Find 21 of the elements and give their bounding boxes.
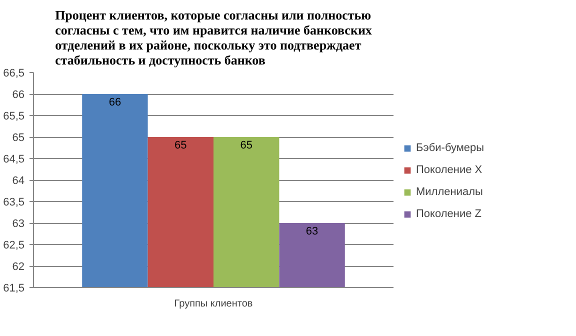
y-tick-label: 63,5 [3,196,25,208]
y-tick-label: 62,5 [3,240,25,252]
chart-title: Процент клиентов, которые согласны или полностью согласны с тем, что им нравится наличие банковских отделений в их районе, поскольку это подтверждает стабильность и доступность банков [55,8,372,68]
data-label: 66 [108,96,122,109]
legend-label: Поколение X [416,164,482,176]
data-label: 65 [174,140,187,152]
y-tick-label: 65 [12,132,25,144]
x-tick-label: Группы клиентов [174,298,253,310]
y-tick-label: 65,5 [3,110,25,122]
y-tick-label: 64,5 [3,154,25,166]
data-label: 63 [306,226,318,238]
legend-label: Миллениалы [416,186,483,198]
y-tick-label: 63 [12,218,25,230]
y-tick-label: 64 [12,175,25,187]
y-tick-label: 66 [12,89,25,101]
legend-label: Бэби-бумеры [416,142,484,154]
legend-label: Поколение Z [416,208,482,220]
y-tick-label: 61,5 [3,282,25,294]
data-label: 65 [240,140,252,152]
y-tick-label: 66,5 [3,68,25,80]
y-tick-label: 62 [12,261,25,273]
